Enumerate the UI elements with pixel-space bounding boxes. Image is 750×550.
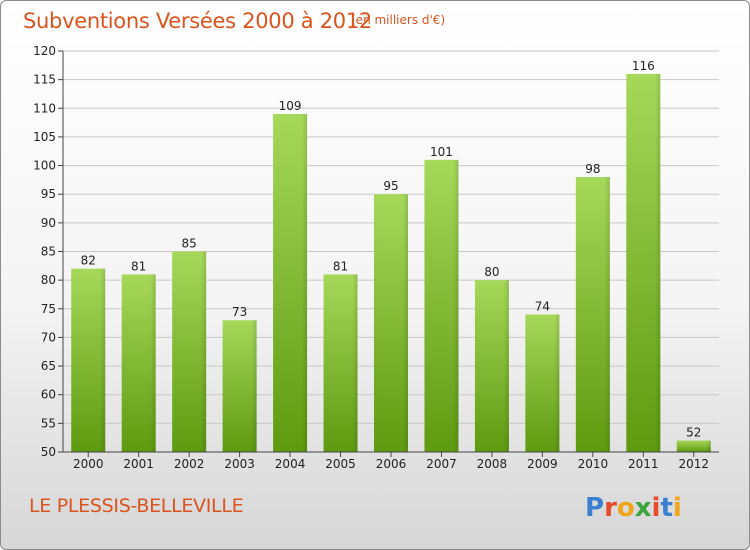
x-tick-label: 2008	[477, 457, 508, 471]
x-tick-label: 2003	[224, 457, 255, 471]
x-tick-label: 2001	[123, 457, 154, 471]
bar-shade	[626, 73, 661, 453]
x-tick-label: 2004	[275, 457, 306, 471]
y-tick-label: 115	[33, 73, 56, 87]
bar-value-label: 95	[383, 179, 398, 193]
y-tick-label: 60	[41, 388, 56, 402]
bar-value-label: 98	[585, 162, 600, 176]
bar-shade	[121, 274, 156, 452]
bar-shade	[323, 274, 358, 452]
svg-text:Proxiti: Proxiti	[585, 493, 682, 523]
y-tick-label: 110	[33, 101, 56, 115]
x-tick-label: 2002	[174, 457, 205, 471]
bar-shade	[424, 159, 459, 453]
chart-title: Subventions Versées 2000 à 2012	[23, 9, 372, 33]
x-tick-label: 2011	[628, 457, 659, 471]
y-tick-label: 65	[41, 359, 56, 373]
bar-shade	[525, 314, 560, 452]
bar-shade	[71, 268, 106, 452]
bar-shade	[273, 114, 308, 452]
bar-shade	[172, 251, 207, 452]
axes: 50 55 60 65 70 75 80 85 90 95 100 105 110 115 120 2000 2…	[33, 44, 719, 471]
place-name: LE PLESSIS-BELLEVILLE	[29, 495, 244, 517]
y-tick-label: 105	[33, 130, 56, 144]
bar-value-label: 116	[632, 59, 655, 73]
y-tick-label: 70	[41, 330, 56, 344]
proxiti-logo[interactable]: Proxiti	[583, 488, 693, 524]
y-tick-label: 75	[41, 302, 56, 316]
bar-value-label: 74	[535, 300, 550, 314]
y-tick-label: 50	[41, 445, 56, 459]
bar-value-label: 52	[686, 426, 701, 440]
bar-value-label: 73	[232, 305, 247, 319]
bar-value-label: 81	[333, 259, 348, 273]
bar-value-label: 109	[279, 99, 302, 113]
y-tick-label: 100	[33, 159, 56, 173]
x-tick-label: 2005	[325, 457, 356, 471]
bars: 82 81 85 73 109 81 95 101 80 74 98 116 52	[71, 59, 711, 453]
bar-value-label: 82	[81, 254, 96, 268]
bar-shade	[374, 194, 408, 452]
x-tick-label: 2010	[578, 457, 609, 471]
bar-value-label: 80	[484, 265, 499, 279]
y-tick-label: 90	[41, 216, 56, 230]
bar-shade	[575, 177, 610, 452]
bar-value-label: 101	[430, 145, 453, 159]
y-tick-label: 80	[41, 273, 56, 287]
chart-unit: (en milliers d'€)	[351, 13, 446, 27]
y-tick-label: 85	[41, 245, 56, 259]
y-tick-label: 95	[41, 187, 56, 201]
bar-shade	[676, 440, 711, 452]
x-tick-label: 2000	[73, 457, 104, 471]
bar-value-label: 81	[131, 259, 146, 273]
y-tick-label: 120	[33, 44, 56, 58]
bar-value-label: 85	[182, 237, 197, 251]
bar-shade	[474, 280, 509, 452]
y-tick-label: 55	[41, 416, 56, 430]
bar-shade	[222, 320, 257, 452]
x-tick-label: 2006	[376, 457, 407, 471]
x-tick-label: 2009	[527, 457, 558, 471]
x-tick-label: 2007	[426, 457, 457, 471]
x-tick-label: 2012	[678, 457, 709, 471]
